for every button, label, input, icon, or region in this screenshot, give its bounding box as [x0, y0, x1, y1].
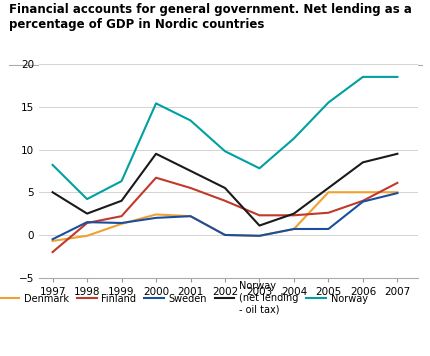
Legend: Denmark, Finland, Sweden, Norway
(net lending
- oil tax), Norway: Denmark, Finland, Sweden, Norway (net le…	[0, 281, 367, 314]
Text: Financial accounts for general government. Net lending as a
percentage of GDP in: Financial accounts for general governmen…	[9, 3, 411, 31]
